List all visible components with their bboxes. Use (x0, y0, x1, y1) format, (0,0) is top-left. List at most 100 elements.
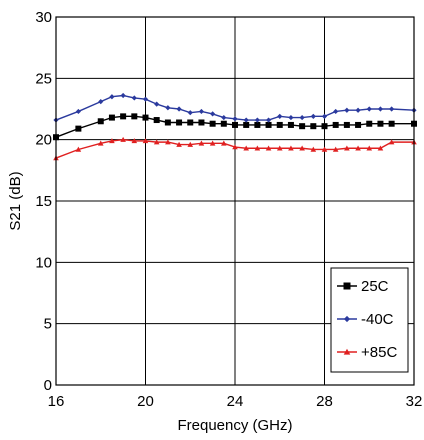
data-point (343, 348, 351, 355)
data-point (176, 106, 182, 112)
data-point (153, 117, 160, 124)
data-point (277, 113, 283, 119)
data-point (377, 145, 384, 151)
data-point (176, 141, 182, 147)
legend-entry: -40C (337, 311, 394, 328)
data-point (108, 114, 115, 121)
data-point (310, 146, 317, 152)
data-point (288, 114, 294, 121)
data-point (333, 108, 339, 115)
data-point (254, 145, 261, 151)
data-point (232, 116, 238, 122)
legend-entry: +85C (337, 344, 397, 361)
y-tick-label: 5 (44, 316, 52, 333)
legend-label: 25C (361, 278, 389, 295)
data-point (154, 101, 160, 107)
data-point (321, 113, 328, 119)
data-point (366, 106, 372, 112)
data-point (355, 121, 362, 128)
data-point (388, 120, 395, 127)
data-point (388, 139, 395, 145)
data-point (265, 121, 272, 128)
data-point (343, 121, 350, 128)
data-point (153, 139, 160, 145)
x-tick-label: 24 (227, 393, 244, 410)
data-point (75, 146, 82, 152)
data-point (243, 117, 249, 123)
series-2 (53, 136, 417, 161)
data-point (165, 139, 171, 145)
data-point (164, 119, 171, 126)
data-point (221, 114, 227, 121)
legend-label: -40C (361, 311, 394, 328)
data-point (120, 113, 127, 120)
y-axis-title: S21 (dB) (7, 171, 24, 230)
data-point (254, 121, 261, 128)
data-point (209, 140, 216, 146)
data-point (310, 113, 316, 119)
x-tick-label: 20 (137, 393, 154, 410)
y-tick-label: 10 (35, 254, 52, 271)
series-line (55, 138, 414, 159)
series-1 (53, 92, 417, 123)
data-point (176, 119, 183, 126)
data-point (321, 123, 328, 130)
data-point (131, 138, 138, 144)
x-tick-label: 32 (406, 393, 423, 410)
legend-label: +85C (361, 344, 397, 361)
legend-entry: 25C (337, 278, 389, 295)
data-point (287, 121, 294, 128)
data-point (299, 145, 305, 151)
data-point (198, 140, 205, 146)
data-point (98, 99, 104, 105)
data-point (198, 108, 205, 115)
data-point (299, 114, 305, 121)
data-point (265, 145, 272, 151)
y-tick-label: 0 (44, 377, 52, 394)
data-point (366, 120, 373, 127)
x-tick-label: 16 (48, 393, 65, 410)
y-tick-label: 15 (35, 193, 52, 210)
data-point (243, 121, 250, 128)
data-point (221, 140, 227, 146)
data-point (142, 138, 149, 144)
data-point (142, 114, 149, 121)
data-point (377, 106, 384, 112)
data-point (355, 145, 361, 151)
data-point (120, 92, 126, 99)
data-point (75, 125, 82, 132)
data-point (310, 123, 317, 130)
data-point (243, 145, 249, 151)
y-tick-label: 20 (35, 132, 52, 149)
data-point (209, 120, 216, 127)
data-point (344, 107, 350, 113)
data-point (343, 315, 351, 323)
data-point (288, 145, 294, 151)
data-point (109, 138, 115, 144)
data-point (299, 123, 306, 130)
data-point (276, 145, 283, 151)
data-point (276, 121, 283, 128)
data-point (344, 145, 350, 151)
x-axis-title: Frequency (GHz) (177, 417, 292, 434)
data-point (165, 105, 171, 111)
data-point (109, 94, 115, 100)
data-point (232, 121, 238, 128)
plot-area-frame (55, 16, 415, 386)
data-point (210, 111, 216, 117)
data-point (332, 146, 339, 152)
data-point (142, 96, 149, 102)
data-point (366, 145, 373, 151)
data-point (232, 144, 238, 150)
data-point (389, 106, 395, 112)
data-point (97, 140, 104, 146)
data-point (187, 141, 194, 147)
data-point (265, 117, 272, 123)
data-point (198, 119, 205, 126)
data-point (377, 120, 384, 127)
data-point (343, 282, 351, 290)
data-point (131, 113, 138, 120)
data-point (187, 110, 193, 116)
y-tick-label: 30 (35, 9, 52, 26)
